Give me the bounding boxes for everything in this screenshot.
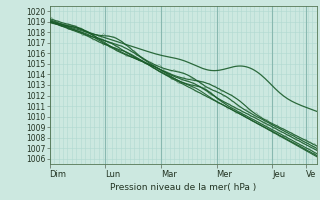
X-axis label: Pression niveau de la mer( hPa ): Pression niveau de la mer( hPa ) xyxy=(110,183,256,192)
